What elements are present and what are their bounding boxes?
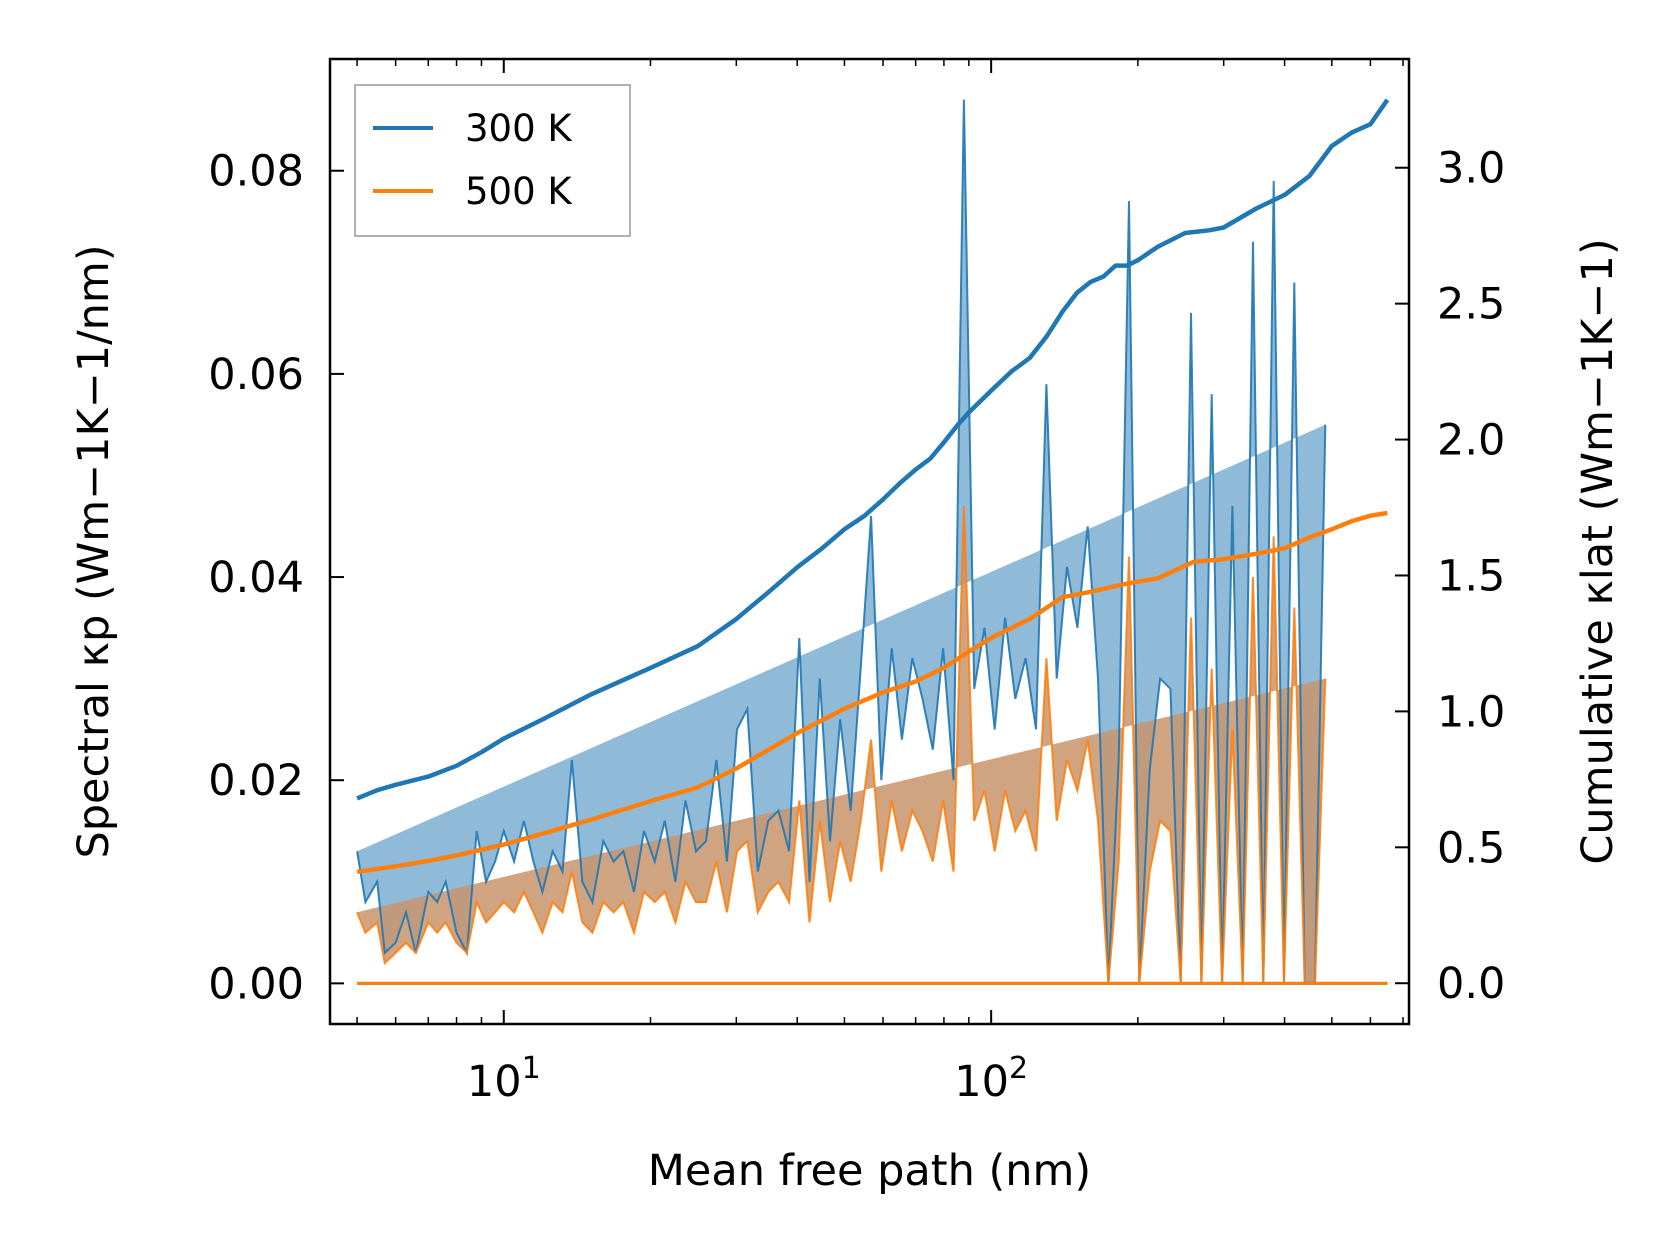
x-tick-exponent: 1 (522, 1051, 541, 1086)
plot-frame (328, 57, 1411, 1026)
spectral-fill-300k (357, 99, 1326, 984)
x-axis-title: Mean free path (nm) (648, 1146, 1091, 1196)
legend-label-300k: 300 K (465, 107, 573, 150)
right-y-tick-label: 2.5 (1437, 280, 1505, 330)
right-y-axis-title: Cumulative κlat (Wm−1K−1) (1573, 238, 1623, 864)
right-y-tick-label: 1.0 (1437, 687, 1505, 737)
left-y-tick-label: 0.04 (208, 553, 304, 603)
right-y-tick-label: 2.0 (1437, 416, 1505, 466)
left-y-tick-label: 0.08 (208, 147, 304, 197)
spectral-line-300k (356, 99, 1327, 985)
legend-label-500k: 500 K (465, 170, 573, 213)
left-y-tick-label: 0.02 (208, 756, 304, 806)
cumulative-line-500k (356, 510, 1388, 875)
right-y-tick-label: 0.0 (1437, 959, 1505, 1009)
tick-label-layer: 101 1020.000.020.040.060.080.00.51.01.52.… (208, 144, 1505, 1107)
x-tick-base: 10 (467, 1057, 522, 1107)
left-y-tick-label: 0.00 (208, 959, 304, 1009)
left-y-tick-label: 0.06 (208, 350, 304, 400)
x-tick-label: 102 (954, 1051, 1028, 1107)
right-y-tick-label: 3.0 (1437, 144, 1505, 194)
tick-layer (330, 59, 1409, 1024)
left-y-axis-title: Spectral κp (Wm−1K−1/nm) (69, 244, 119, 858)
legend: 300 K 500 K (354, 84, 631, 237)
x-tick-label: 101 (467, 1051, 541, 1107)
x-tick-base: 10 (954, 1057, 1009, 1107)
legend-box (354, 84, 631, 237)
x-tick-exponent: 2 (1009, 1051, 1028, 1086)
spectral-line-layer (356, 99, 1388, 985)
cumulative-line-300k (356, 98, 1390, 801)
spectral-line-500k (356, 505, 1327, 985)
right-y-tick-label: 1.5 (1437, 551, 1505, 601)
cumulative-line-layer (356, 98, 1390, 875)
right-y-tick-label: 0.5 (1437, 823, 1505, 873)
